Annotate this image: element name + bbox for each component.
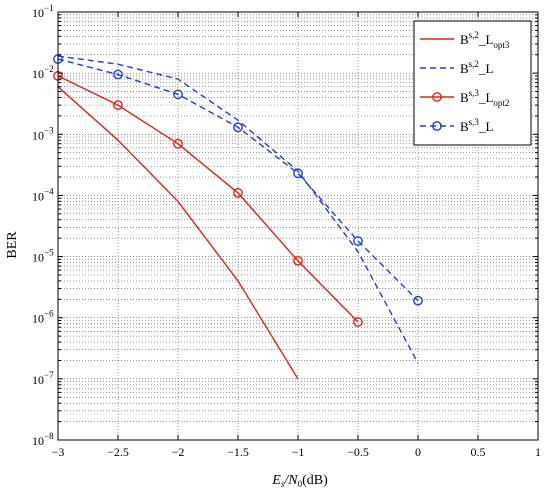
y-axis-label: BER — [5, 231, 20, 259]
y-tick-labels: 10−8 10−7 10−6 10−5 10−4 10−3 10−2 10−1 — [32, 3, 54, 448]
legend-entry: Bs,2_L — [420, 59, 493, 76]
y-tick-label: 10−2 — [32, 64, 54, 81]
y-tick-label: 10−8 — [32, 431, 54, 448]
legend-entry: Bs,3_Lopt2 — [420, 88, 509, 108]
series-point — [353, 317, 363, 327]
axis-ticks — [57, 11, 539, 441]
series-point — [173, 89, 183, 100]
x-axis-label: Es/N0(dB) — [271, 473, 328, 489]
series-line — [57, 86, 299, 380]
x-tick-label: −2.5 — [107, 445, 129, 459]
legend-entry: Bs,3_L — [420, 117, 493, 134]
series-line — [57, 58, 419, 302]
legend-label: Bs,2_L — [460, 59, 493, 76]
series-point — [293, 168, 303, 179]
series-point — [293, 255, 303, 266]
legend-entry: Bs,2_Lopt3 — [420, 30, 510, 50]
series-point — [113, 69, 123, 80]
series-point — [413, 295, 423, 306]
legend: Bs,2_Lopt3 Bs,2_L Bs,3_Lopt2 Bs,3_L — [413, 20, 532, 146]
y-tick-label: 10−6 — [32, 309, 54, 326]
y-tick-label: 10−1 — [32, 3, 54, 20]
x-tick-label: −0.5 — [347, 445, 369, 459]
series-point — [113, 100, 123, 111]
x-tick-label: −1.5 — [227, 445, 249, 459]
series-point — [173, 138, 183, 149]
x-tick-label: −1 — [292, 445, 305, 459]
x-tick-label: 1 — [535, 445, 541, 459]
series-point — [233, 122, 243, 133]
legend-swatch-marker — [432, 92, 442, 102]
series-line — [57, 75, 359, 323]
y-tick-label: 10−7 — [32, 370, 54, 387]
y-tick-label: 10−5 — [32, 248, 54, 265]
x-tick-label: 0 — [415, 445, 421, 459]
x-tick-labels: −3 −2.5 −2 −1.5 −1 −0.5 0 0.5 1 — [52, 445, 541, 459]
x-tick-label: −3 — [52, 445, 65, 459]
series-point — [233, 187, 243, 198]
x-tick-label: 0.5 — [471, 445, 486, 459]
series-3 — [53, 71, 363, 327]
legend-label: Bs,3_L — [460, 117, 493, 134]
series-2 — [57, 55, 419, 364]
series-layer — [53, 54, 423, 380]
legend-label: Bs,3_Lopt2 — [460, 88, 509, 108]
legend-swatch-marker — [432, 121, 442, 131]
series-point — [353, 236, 363, 246]
x-tick-label: −2 — [172, 445, 185, 459]
y-tick-label: 10−3 — [32, 125, 54, 142]
legend-label: Bs,2_Lopt3 — [460, 30, 510, 50]
series-4 — [53, 54, 423, 306]
y-tick-label: 10−4 — [32, 186, 54, 203]
series-line — [57, 55, 419, 364]
series-1 — [57, 86, 299, 380]
